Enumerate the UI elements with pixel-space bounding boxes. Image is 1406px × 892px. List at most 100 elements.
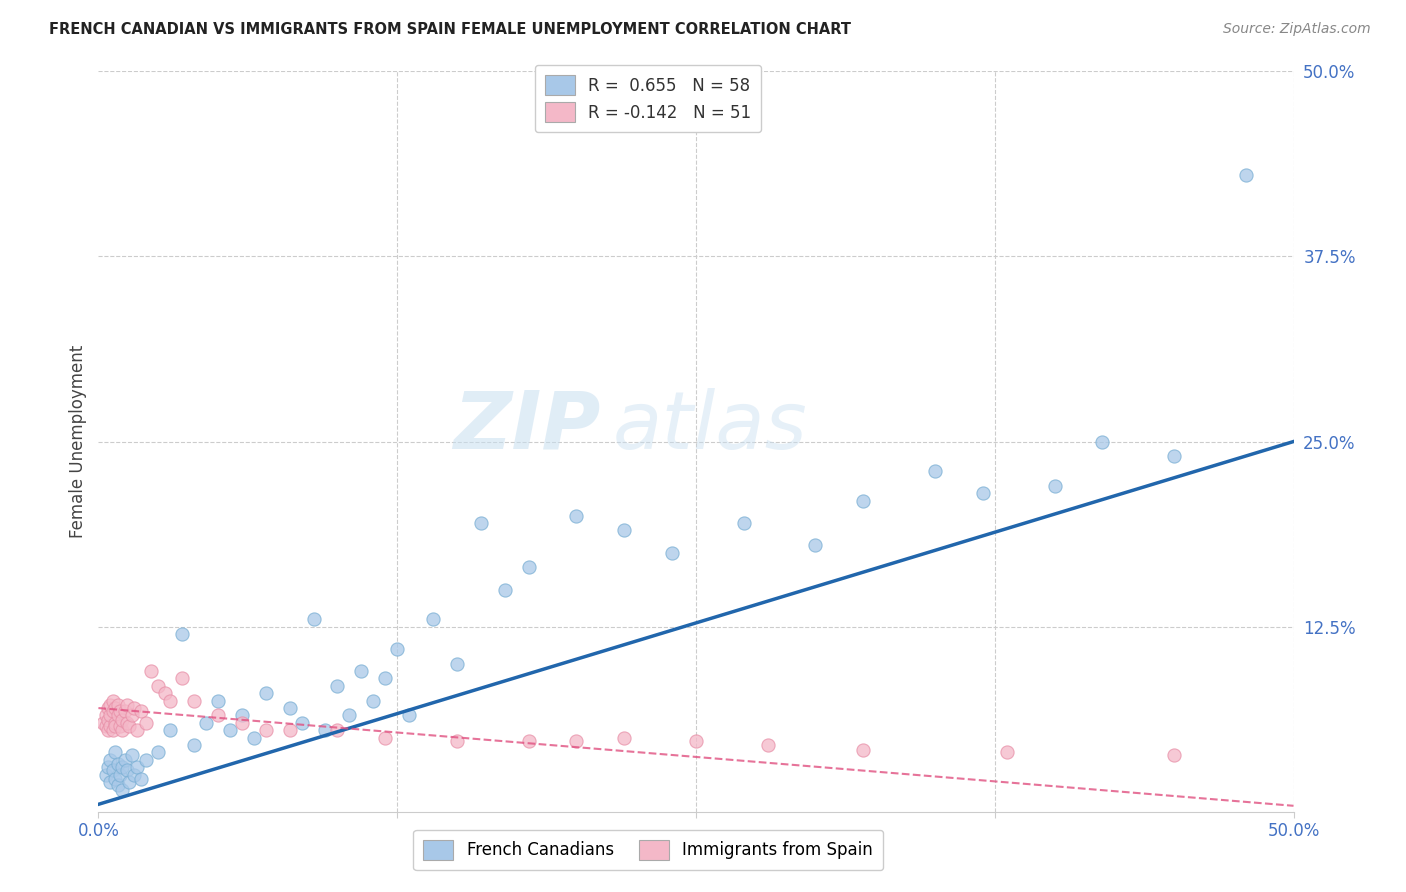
Point — [219, 723, 242, 738]
Point — [254, 723, 277, 738]
Point — [111, 713, 134, 727]
Point — [339, 708, 360, 723]
Point — [125, 760, 148, 774]
Point — [131, 772, 153, 786]
Point — [125, 723, 148, 738]
Point — [972, 486, 994, 500]
Point — [613, 524, 636, 538]
Point — [326, 723, 349, 738]
Point — [114, 753, 136, 767]
Point — [159, 694, 181, 708]
Point — [852, 742, 875, 756]
Point — [98, 775, 122, 789]
Point — [207, 694, 229, 708]
Point — [104, 746, 127, 760]
Point — [97, 760, 120, 774]
Point — [1043, 479, 1066, 493]
Point — [278, 701, 301, 715]
Point — [94, 708, 117, 723]
Point — [852, 493, 875, 508]
Point — [108, 719, 131, 733]
Point — [243, 731, 266, 745]
Point — [183, 694, 205, 708]
Text: atlas: atlas — [613, 388, 807, 466]
Point — [613, 731, 636, 745]
Point — [756, 738, 779, 752]
Text: Source: ZipAtlas.com: Source: ZipAtlas.com — [1223, 22, 1371, 37]
Point — [326, 679, 349, 693]
Point — [685, 733, 707, 747]
Text: FRENCH CANADIAN VS IMMIGRANTS FROM SPAIN FEMALE UNEMPLOYMENT CORRELATION CHART: FRENCH CANADIAN VS IMMIGRANTS FROM SPAIN… — [49, 22, 851, 37]
Point — [108, 767, 131, 781]
Point — [107, 698, 129, 712]
Point — [291, 715, 314, 730]
Point — [148, 746, 170, 760]
Point — [1163, 450, 1185, 464]
Point — [91, 715, 114, 730]
Point — [98, 753, 122, 767]
Point — [565, 733, 588, 747]
Point — [155, 686, 177, 700]
Point — [1234, 168, 1257, 182]
Point — [398, 708, 420, 723]
Point — [565, 508, 588, 523]
Legend: French Canadians, Immigrants from Spain: French Canadians, Immigrants from Spain — [413, 830, 883, 870]
Point — [385, 641, 409, 656]
Point — [111, 760, 134, 774]
Point — [1091, 434, 1114, 449]
Point — [131, 704, 153, 718]
Point — [148, 679, 170, 693]
Point — [98, 719, 122, 733]
Point — [517, 733, 540, 747]
Point — [374, 672, 396, 686]
Point — [350, 664, 373, 678]
Point — [194, 715, 218, 730]
Point — [446, 657, 468, 671]
Point — [363, 694, 385, 708]
Point — [254, 686, 277, 700]
Point — [118, 775, 141, 789]
Point — [278, 723, 301, 738]
Point — [139, 664, 162, 678]
Point — [422, 612, 444, 626]
Point — [315, 723, 337, 738]
Point — [124, 767, 146, 781]
Point — [804, 538, 827, 552]
Point — [101, 723, 124, 738]
Point — [101, 764, 124, 778]
Point — [517, 560, 540, 574]
Point — [172, 672, 194, 686]
Point — [446, 733, 468, 747]
Point — [98, 698, 122, 712]
Point — [470, 516, 492, 530]
Point — [111, 723, 134, 738]
Point — [159, 723, 181, 738]
Point — [374, 731, 396, 745]
Point — [107, 778, 129, 792]
Point — [118, 719, 141, 733]
Point — [94, 719, 117, 733]
Point — [231, 715, 253, 730]
Point — [94, 767, 117, 781]
Point — [135, 753, 157, 767]
Point — [924, 464, 946, 478]
Point — [183, 738, 205, 752]
Point — [97, 723, 120, 738]
Point — [207, 708, 229, 723]
Point — [302, 612, 325, 626]
Point — [1163, 748, 1185, 763]
Point — [135, 715, 157, 730]
Point — [108, 704, 131, 718]
Point — [97, 701, 120, 715]
Point — [101, 694, 124, 708]
Point — [124, 701, 146, 715]
Point — [121, 708, 143, 723]
Point — [121, 748, 143, 763]
Point — [104, 772, 127, 786]
Point — [115, 764, 138, 778]
Point — [104, 719, 127, 733]
Point — [98, 708, 122, 723]
Point — [104, 715, 127, 730]
Point — [995, 746, 1018, 760]
Point — [661, 546, 683, 560]
